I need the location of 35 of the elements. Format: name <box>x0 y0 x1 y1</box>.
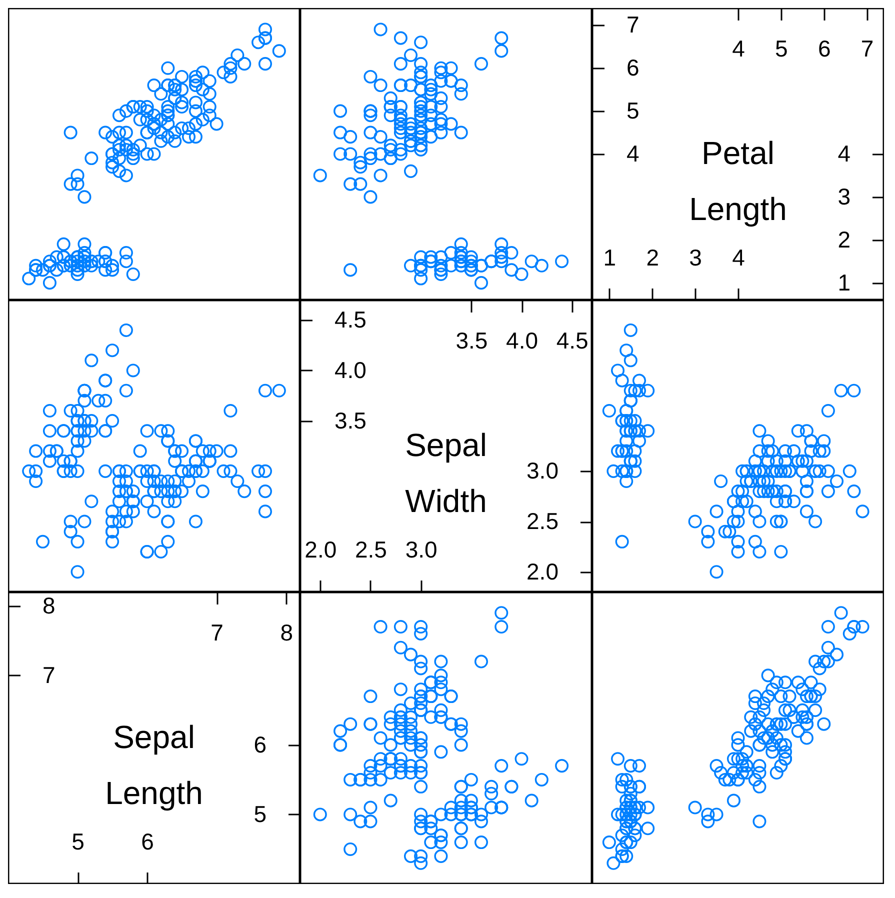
y-tick-label: 6 <box>626 54 640 81</box>
y-tick-label: 5 <box>626 98 640 124</box>
x2-tick-label: 6 <box>818 36 831 62</box>
y-tick-label: 4.0 <box>334 356 366 383</box>
x2-tick-label: 5 <box>775 36 788 62</box>
y2-tick-label: 6 <box>254 731 266 758</box>
x-tick-label: 3.0 <box>405 536 438 562</box>
x-tick-label: 4 <box>732 244 746 270</box>
y2-tick-label: 3 <box>838 183 850 210</box>
x-tick-label: 2 <box>646 244 660 270</box>
y2-tick-label: 3.0 <box>526 458 558 484</box>
x2-tick-label: 4 <box>732 36 746 62</box>
y-tick-label: 3.5 <box>334 407 366 434</box>
y2-tick-label: 2.0 <box>526 558 558 584</box>
x-tick-label: 1 <box>603 244 616 270</box>
y2-tick-label: 5 <box>254 800 266 827</box>
x2-tick-label: 4.0 <box>506 328 538 354</box>
y2-tick-label: 1 <box>838 269 850 296</box>
text: Petal Length <box>689 135 787 227</box>
x-tick-label: 2.5 <box>354 536 387 562</box>
text: Sepal Width <box>405 427 487 519</box>
x2-tick-label: 8 <box>280 620 293 646</box>
x-tick-label: 2.0 <box>304 536 337 562</box>
x-tick-label: 3 <box>689 244 702 270</box>
text: Sepal Length <box>105 719 203 811</box>
y-tick-label: 7 <box>626 12 640 38</box>
y-tick-label: 4 <box>626 140 640 166</box>
x2-tick-label: 7 <box>210 620 224 646</box>
x2-tick-label: 7 <box>860 36 874 62</box>
y2-tick-label: 2.5 <box>526 508 558 534</box>
y2-tick-label: 2 <box>838 226 850 252</box>
x2-tick-label: 4.5 <box>556 328 588 354</box>
y-tick-label: 4.5 <box>334 306 366 333</box>
y2-tick-label: 4 <box>838 140 851 166</box>
x2-tick-label: 3.5 <box>456 328 488 354</box>
